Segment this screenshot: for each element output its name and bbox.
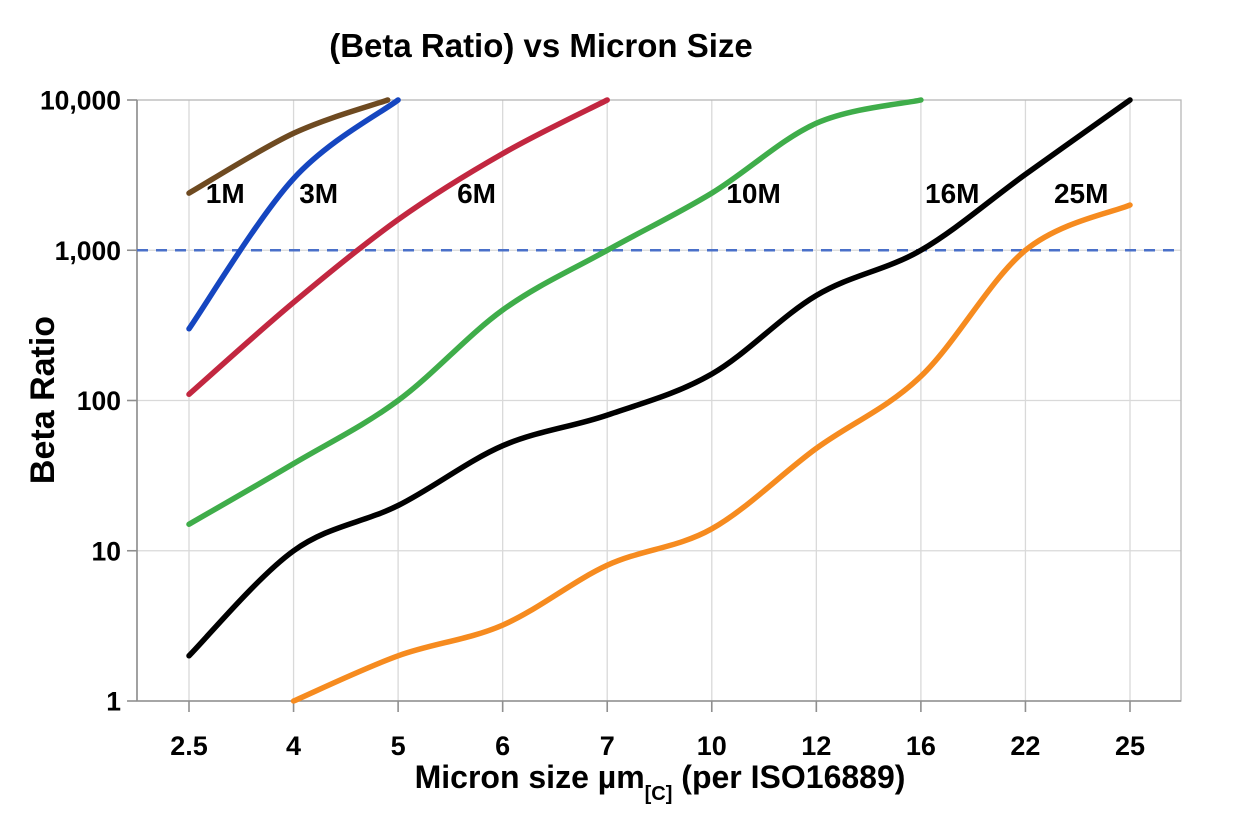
- x-tick-label: 25: [1115, 731, 1145, 761]
- x-tick-label: 16: [906, 731, 936, 761]
- x-tick-label: 22: [1010, 731, 1040, 761]
- y-axis-title: Beta Ratio: [24, 316, 62, 484]
- chart-title: (Beta Ratio) vs Micron Size: [329, 27, 753, 64]
- x-tick-label: 4: [286, 731, 301, 761]
- y-tick-label: 10: [92, 536, 121, 566]
- x-tick-label: 6: [495, 731, 510, 761]
- series-line-6M: [186, 97, 610, 398]
- series-label-25M: 25M: [1054, 178, 1108, 209]
- x-tick-label: 5: [391, 731, 406, 761]
- x-axis-title-subscript: [C]: [645, 783, 673, 805]
- series-label-6M: 6M: [457, 178, 496, 209]
- series-line-25M: [290, 202, 1133, 704]
- x-tick-label: 7: [600, 731, 615, 761]
- series-label-10M: 10M: [726, 178, 780, 209]
- x-axis-title: Micron size µm[C] (per ISO16889): [415, 759, 906, 805]
- series-label-1M: 1M: [206, 178, 245, 209]
- y-tick-label: 1: [106, 687, 121, 717]
- series-label-16M: 16M: [925, 178, 979, 209]
- x-axis-title-main: Micron size µm: [415, 759, 645, 795]
- y-tick-label: 100: [77, 386, 121, 416]
- series-line-3M: [186, 97, 401, 332]
- plot-area: 1M 3M 6M 10M 16M 25M 10,000 1,000 100 10 1 2.5 4 5 6 7 1…: [40, 86, 1182, 761]
- y-tick-label: 10,000: [40, 86, 121, 116]
- x-axis-title-suffix: (per ISO16889): [672, 759, 905, 795]
- series-line-10M: [186, 97, 924, 528]
- series-line-1M: [186, 97, 391, 196]
- x-tick-label: 10: [697, 731, 727, 761]
- x-tick-label: 12: [801, 731, 831, 761]
- series-line-16M: [186, 97, 1133, 659]
- y-tick-label: 1,000: [55, 236, 121, 266]
- series-label-3M: 3M: [299, 178, 338, 209]
- x-tick-label: 2.5: [170, 731, 208, 761]
